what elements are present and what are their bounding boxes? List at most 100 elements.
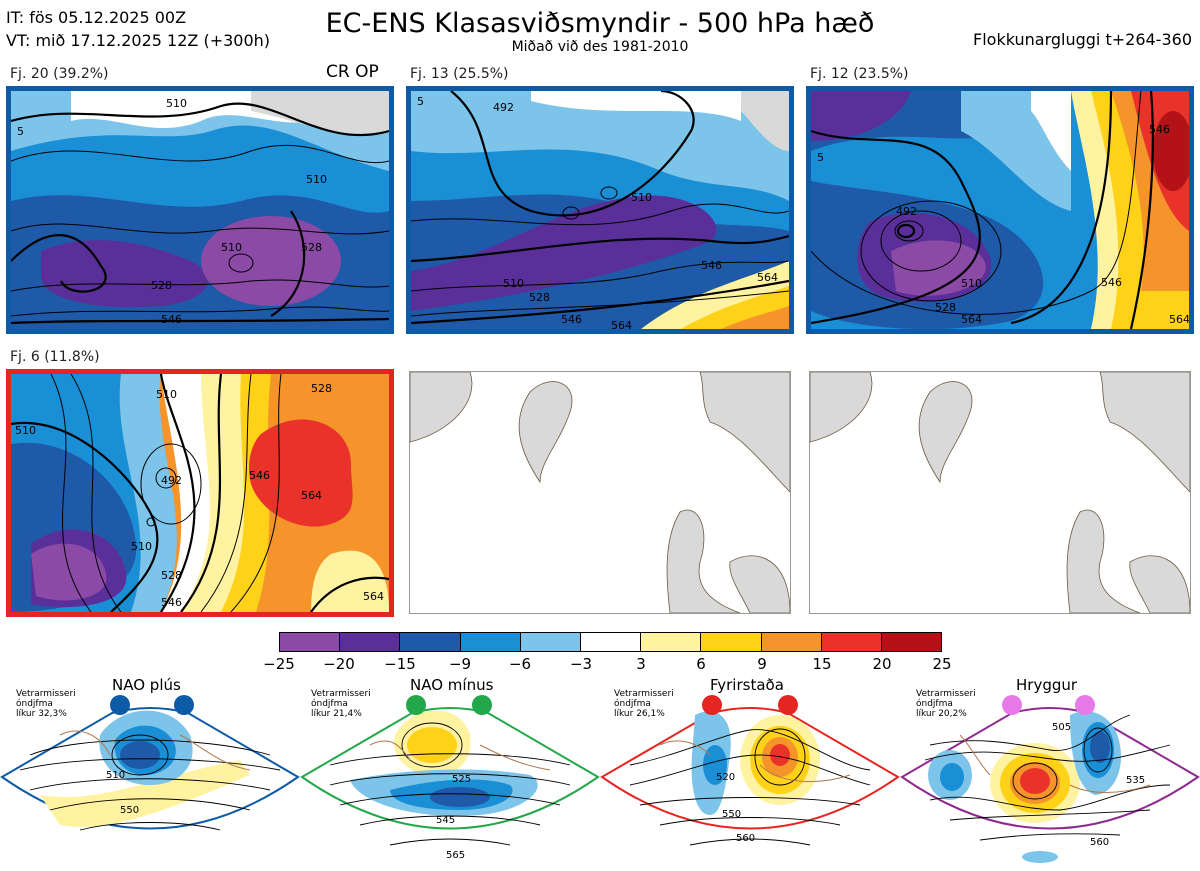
regime-contour-label: 510	[106, 770, 125, 781]
regime-nao-plus: 510 550 NAO plús Vetrarmisseri óndjfma l…	[0, 675, 300, 871]
regime-marker-dot	[702, 695, 722, 715]
contour-label: 510	[961, 277, 982, 290]
colorbar-tick: −15	[384, 655, 416, 673]
regime-contour-label: 525	[452, 774, 471, 785]
regime-marker-dot	[1075, 695, 1095, 715]
contour-label: 510	[131, 540, 152, 553]
regime-title: Fyrirstaða	[710, 676, 784, 694]
contour-label: 510	[503, 277, 524, 290]
contour-label: 492	[896, 205, 917, 218]
colorbar-tick: −3	[569, 655, 593, 673]
cluster-1-tag: CR OP	[326, 62, 379, 82]
regime-contour-label: 560	[1090, 837, 1109, 848]
contour-label: 564	[961, 313, 982, 326]
regime-note-line: óndjfma	[916, 699, 953, 709]
cluster-4-map: 510 510 492 510 528 546 546 564 564 528	[6, 369, 394, 617]
contour-label: 510	[221, 241, 242, 254]
regime-marker-dot	[110, 695, 130, 715]
contour-label: 510	[15, 424, 36, 437]
colorbar-bin	[881, 633, 942, 651]
contour-label: 546	[1149, 123, 1170, 136]
contour-label: 528	[161, 569, 182, 582]
contour-label: 528	[311, 382, 332, 395]
cluster-1-label: Fj. 20 (39.2%)	[10, 66, 109, 82]
regime-note: Vetrarmisseri óndjfma líkur 32,3%	[16, 689, 76, 719]
colorbar-bin	[761, 633, 822, 651]
cluster-4-label: Fj. 6 (11.8%)	[10, 349, 100, 365]
regime-note-line: Vetrarmisseri	[916, 689, 976, 699]
page-title: EC-ENS Klasasviðsmyndir - 500 hPa hæð	[325, 8, 875, 39]
regime-title: Hryggur	[1016, 676, 1078, 694]
contour-label: 546	[161, 313, 182, 326]
regime-contour-label: 520	[716, 772, 735, 783]
regime-blocking: 520 550 560 Fyrirstaða Vetrarmisseri ónd…	[600, 675, 900, 871]
regime-note-line: óndjfma	[614, 699, 651, 709]
colorbar-tick: 15	[812, 655, 832, 673]
contour-label: 510	[306, 173, 327, 186]
init-time: IT: fös 05.12.2025 00Z	[6, 8, 187, 27]
contour-label: 564	[757, 271, 778, 284]
regime-note-line: líkur 26,1%	[614, 709, 665, 719]
contour-label: 564	[611, 319, 632, 329]
contour-label: 546	[161, 596, 182, 609]
regime-marker-dot	[1002, 695, 1022, 715]
regime-note: Vetrarmisseri óndjfma líkur 26,1%	[614, 689, 674, 719]
regime-marker-dot	[406, 695, 426, 715]
regime-contour-label: 535	[1126, 775, 1145, 786]
regime-marker-dot	[472, 695, 492, 715]
regime-contour-label: 545	[436, 815, 455, 826]
regime-title: NAO mínus	[410, 676, 494, 694]
colorbar-tick: −25	[263, 655, 295, 673]
contour-label: 5	[417, 95, 424, 108]
cluster-1-map: 510 510 510 528 528 546 5	[6, 86, 394, 334]
cluster-2-label: Fj. 13 (25.5%)	[410, 66, 509, 82]
contour-label: 564	[1169, 313, 1189, 326]
contour-label: 546	[1101, 276, 1122, 289]
contour-label: 528	[151, 279, 172, 292]
colorbar-tick: 25	[932, 655, 952, 673]
colorbar-bin	[641, 633, 702, 651]
contour-label: 5	[817, 151, 824, 164]
contour-label: 510	[166, 97, 187, 110]
forecast-times: IT: fös 05.12.2025 00Z VT: mið 17.12.202…	[6, 6, 270, 52]
colorbar-bin	[280, 633, 341, 651]
regime-note-line: Vetrarmisseri	[614, 689, 674, 699]
colorbar-tick: 6	[696, 655, 706, 673]
page-subtitle: Miðað við des 1981-2010	[511, 39, 689, 55]
regime-note: Vetrarmisseri óndjfma líkur 21,4%	[311, 689, 371, 719]
contour-label: 528	[529, 291, 550, 304]
contour-label: 510	[631, 191, 652, 204]
contour-label: 564	[301, 489, 322, 502]
regime-nao-minus: 525 545 565 NAO mínus Vetrarmisseri óndj…	[300, 675, 600, 871]
regime-note-line: óndjfma	[16, 699, 53, 709]
regime-note-line: líkur 21,4%	[311, 709, 362, 719]
regime-note-line: óndjfma	[311, 699, 348, 709]
colorbar-bin	[580, 633, 642, 651]
colorbar-bin	[400, 633, 461, 651]
contour-label: 528	[301, 241, 322, 254]
regime-contour-label: 565	[446, 850, 465, 861]
contour-label: 546	[249, 469, 270, 482]
cluster-3-label: Fj. 12 (23.5%)	[810, 66, 909, 82]
colorbar-bin	[340, 633, 401, 651]
regime-note-line: líkur 20,2%	[916, 709, 967, 719]
regime-title: NAO plús	[112, 676, 181, 694]
colorbar-tick: 3	[636, 655, 646, 673]
regime-contour-label: 550	[722, 809, 741, 820]
regime-note-line: Vetrarmisseri	[16, 689, 76, 699]
regime-marker-dot	[174, 695, 194, 715]
contour-label: 528	[935, 301, 956, 314]
empty-map-panel	[809, 371, 1191, 614]
colorbar-tick: −6	[508, 655, 532, 673]
classification-window: Flokkunargluggi t+264-360	[973, 30, 1192, 49]
contour-label: 564	[363, 590, 384, 603]
colorbar-bin	[520, 633, 581, 651]
contour-label: 546	[701, 259, 722, 272]
regime-contour-label: 560	[736, 833, 755, 844]
cluster-3-map: 492 510 528 546 546 564 564 5	[806, 86, 1194, 334]
regime-ridge: 505 535 560 Hryggur Vetrarmisseri óndjfm…	[900, 675, 1200, 871]
colorbar-bin	[460, 633, 521, 651]
colorbar	[279, 632, 942, 652]
colorbar-tick: 20	[872, 655, 892, 673]
regime-note-line: líkur 32,3%	[16, 709, 67, 719]
